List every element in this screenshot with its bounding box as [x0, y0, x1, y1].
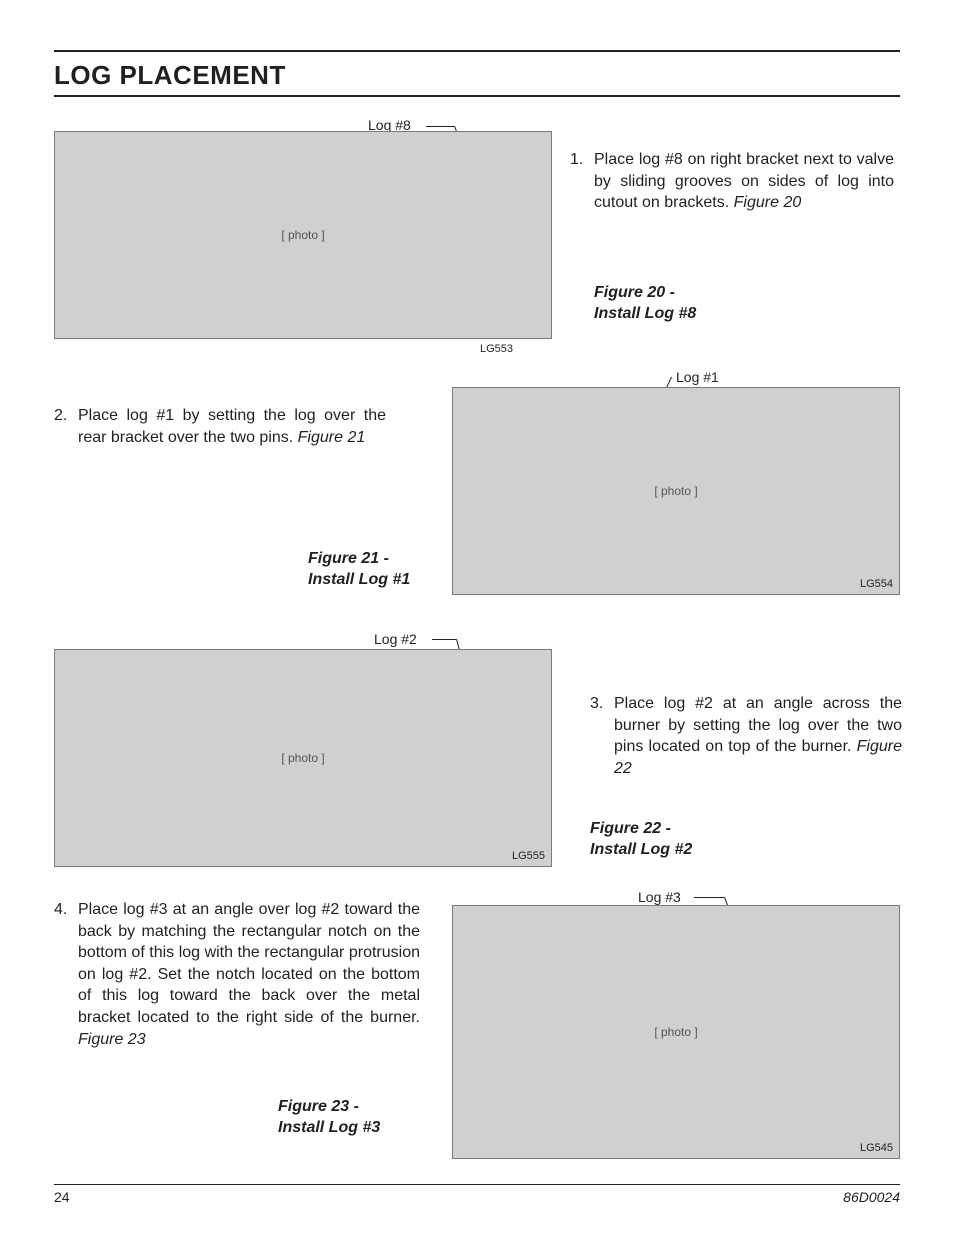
step-2-figref: Figure 21 [298, 429, 366, 446]
section-title: LOG PLACEMENT [54, 58, 900, 95]
figure-22-caption: Figure 22 - Install Log #2 [590, 819, 890, 861]
step-4-num: 4. [54, 899, 67, 921]
figure-21: [ photo ] LG554 [452, 387, 900, 595]
figure-22-ph: [ photo ] [281, 751, 324, 765]
step-2-text: 2. Place log #1 by setting the log over … [78, 405, 386, 448]
figure-20-code: LG553 [480, 343, 513, 355]
figure-23-code: LG545 [860, 1142, 893, 1154]
figure-21-ph: [ photo ] [654, 484, 697, 498]
step-4-body: Place log #3 at an angle over log #2 tow… [78, 901, 420, 1026]
figure-22-code: LG555 [512, 850, 545, 862]
figure-23-caption: Figure 23 - Install Log #3 [278, 1097, 478, 1139]
figure-23-ph: [ photo ] [654, 1025, 697, 1039]
figure-22: [ photo ] LG555 [54, 649, 552, 867]
doc-number: 86D0024 [843, 1189, 900, 1205]
callout-log3: Log #3 [638, 889, 681, 905]
step-3-text: 3. Place log #2 at an angle across the b… [614, 693, 902, 779]
figure-20-caption: Figure 20 - Install Log #8 [594, 283, 894, 325]
figure-20-ph: [ photo ] [281, 228, 324, 242]
step-1-num: 1. [570, 149, 583, 171]
step-4-text: 4. Place log #3 at an angle over log #2 … [78, 899, 420, 1050]
step-1-figref: Figure 20 [734, 194, 802, 211]
step-2-num: 2. [54, 405, 67, 427]
step-4-figref: Figure 23 [78, 1031, 146, 1048]
callout-log1: Log #1 [676, 369, 719, 385]
page-number: 24 [54, 1189, 70, 1205]
figure-21-code: LG554 [860, 578, 893, 590]
figure-20: [ photo ] [54, 131, 552, 339]
figure-21-caption: Figure 21 - Install Log #1 [308, 549, 508, 591]
figure-23: [ photo ] LG545 [452, 905, 900, 1159]
step-1-text: 1. Place log #8 on right bracket next to… [594, 149, 894, 214]
callout-log2: Log #2 [374, 631, 417, 647]
step-3-num: 3. [590, 693, 603, 715]
